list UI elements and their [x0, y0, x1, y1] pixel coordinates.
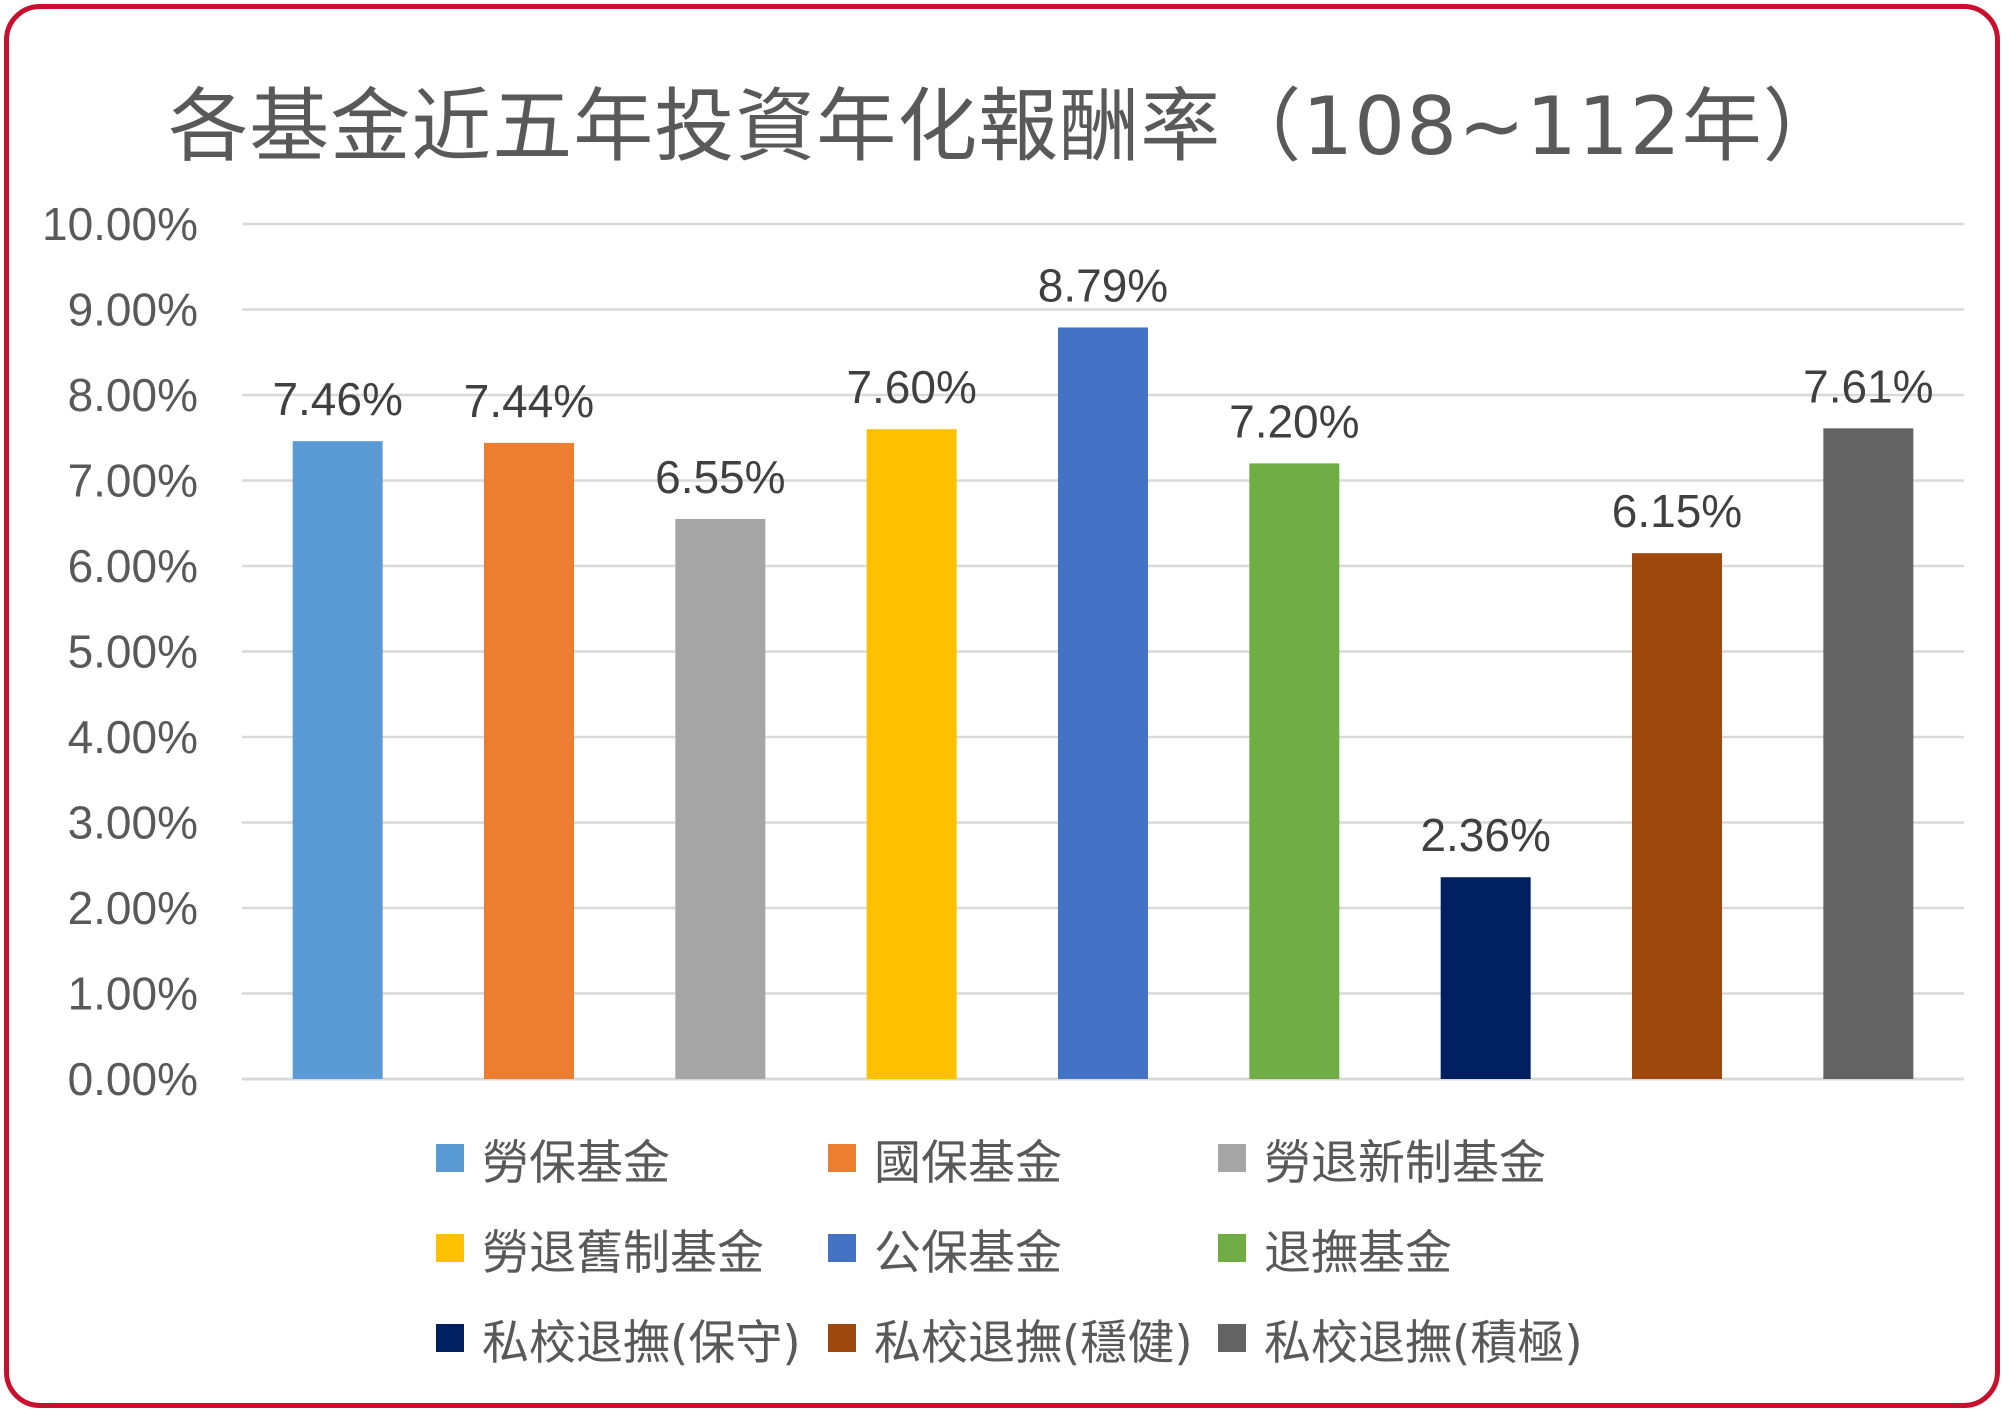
legend-swatch	[828, 1324, 856, 1352]
legend-label: 勞保基金	[482, 1135, 670, 1191]
legend-swatch	[436, 1144, 464, 1172]
data-label: 7.44%	[464, 375, 594, 427]
legend-swatch	[828, 1234, 856, 1262]
legend-item: 勞退新制基金	[1218, 1128, 1546, 1191]
y-tick-label: 3.00%	[68, 797, 198, 849]
legend-item: 私校退撫(保守)	[436, 1308, 801, 1371]
legend-swatch	[1218, 1234, 1246, 1262]
legend-label: 退撫基金	[1264, 1225, 1452, 1281]
legend-item: 勞保基金	[436, 1128, 670, 1191]
legend-label: 勞退舊制基金	[482, 1225, 764, 1281]
y-tick-label: 1.00%	[68, 968, 198, 1020]
bar	[1058, 327, 1148, 1080]
y-tick-label: 5.00%	[68, 626, 198, 678]
chart-title: 各基金近五年投資年化報酬率（108~112年）	[168, 80, 1844, 173]
bar	[1440, 877, 1531, 1079]
legend-label: 私校退撫(積極)	[1264, 1315, 1583, 1371]
legend: 勞保基金 國保基金 勞退新制基金勞退舊制基金 公保基金 退撫基金私校退撫(保守) 私校退撫…	[436, 1128, 1636, 1378]
bar	[866, 429, 957, 1079]
legend-label: 勞退新制基金	[1264, 1135, 1546, 1191]
y-axis-ticks: 0.00% 1.00% 2.00% 3.00% 4.00% 5.00% 6.00% 7.00%…	[42, 198, 198, 1105]
y-tick-label: 10.00%	[42, 198, 198, 250]
data-label: 7.46%	[272, 373, 402, 425]
data-labels: 7.46% 7.44% 6.55% 7.60% 8.79% 7.20% 2.36% 6.15%…	[272, 259, 1933, 861]
y-tick-label: 2.00%	[68, 882, 198, 934]
legend-item: 私校退撫(穩健)	[828, 1308, 1193, 1371]
legend-item: 私校退撫(積極)	[1218, 1308, 1583, 1371]
y-tick-label: 4.00%	[68, 711, 198, 763]
legend-item: 退撫基金	[1218, 1218, 1452, 1281]
data-label: 7.60%	[846, 361, 976, 413]
bar	[484, 442, 574, 1079]
data-label: 7.61%	[1803, 360, 1933, 412]
legend-label: 國保基金	[874, 1135, 1062, 1191]
data-label: 8.79%	[1038, 259, 1168, 311]
bar	[1249, 463, 1340, 1079]
y-tick-label: 7.00%	[68, 455, 198, 507]
data-label: 6.55%	[655, 451, 785, 503]
legend-swatch	[1218, 1144, 1246, 1172]
legend-swatch	[436, 1324, 464, 1352]
y-tick-label: 9.00%	[68, 284, 198, 336]
legend-swatch	[828, 1144, 856, 1172]
y-tick-label: 6.00%	[68, 540, 198, 592]
legend-label: 私校退撫(保守)	[482, 1315, 801, 1371]
bar	[1632, 553, 1722, 1079]
legend-swatch	[436, 1234, 464, 1262]
data-label: 2.36%	[1420, 809, 1550, 861]
legend-item: 勞退舊制基金	[436, 1218, 764, 1281]
data-label: 7.20%	[1229, 395, 1359, 447]
legend-label: 私校退撫(穩健)	[874, 1315, 1193, 1371]
bar	[1823, 428, 1914, 1080]
data-label: 6.15%	[1612, 485, 1742, 537]
bars	[292, 327, 1914, 1080]
y-tick-label: 0.00%	[68, 1053, 198, 1105]
legend-item: 公保基金	[828, 1218, 1062, 1281]
legend-item: 國保基金	[828, 1128, 1062, 1191]
legend-swatch	[1218, 1324, 1246, 1352]
bar	[675, 518, 766, 1079]
legend-label: 公保基金	[874, 1225, 1062, 1281]
bar	[292, 441, 383, 1079]
y-tick-label: 8.00%	[68, 369, 198, 421]
